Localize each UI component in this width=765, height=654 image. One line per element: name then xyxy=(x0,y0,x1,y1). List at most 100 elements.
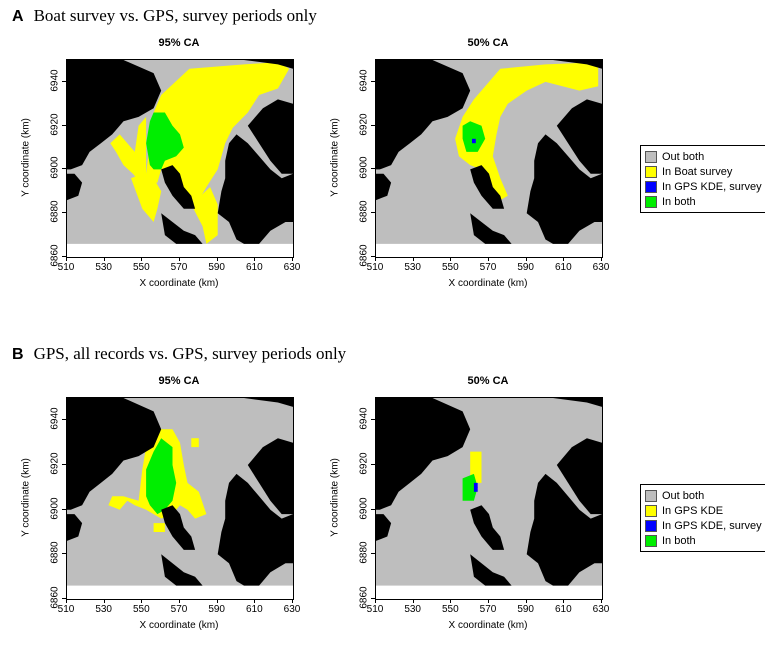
y-tick-label: 6900 xyxy=(49,497,61,520)
y-tick-label: 6920 xyxy=(49,113,61,136)
y-tick-label: 6860 xyxy=(49,586,61,609)
map-title: 50% CA xyxy=(467,375,509,387)
x-tick-label: 570 xyxy=(170,262,188,273)
x-tick-label: 630 xyxy=(283,604,301,615)
legend-label: In GPS KDE, survey xyxy=(662,180,762,193)
y-axis-label: Y coordinate (km) xyxy=(20,457,32,537)
map-title: 95% CA xyxy=(158,37,200,49)
x-tick-label: 530 xyxy=(95,262,112,273)
x-tick-mark xyxy=(103,599,105,603)
legend-swatch xyxy=(645,195,657,208)
land-shape xyxy=(247,438,293,515)
region-in-gps-kde xyxy=(153,523,165,532)
land-shape xyxy=(470,554,512,586)
region-in-both xyxy=(146,112,184,170)
x-tick-mark xyxy=(563,599,565,603)
land-shape xyxy=(217,134,293,244)
legend-item: In GPS KDE xyxy=(645,503,762,518)
legend-swatch xyxy=(645,534,657,547)
land-shape xyxy=(470,165,505,209)
x-tick-mark xyxy=(488,257,489,261)
region-in-gps-kde-survey xyxy=(472,138,476,144)
y-tick-mark xyxy=(371,168,375,170)
land-shape xyxy=(161,505,196,550)
x-tick-mark xyxy=(103,257,105,261)
land-shape xyxy=(376,173,392,201)
y-tick-mark xyxy=(371,464,375,465)
y-tick-mark xyxy=(371,598,375,599)
land-shape xyxy=(553,398,602,407)
y-tick-mark xyxy=(62,168,66,170)
land-shape xyxy=(217,473,293,586)
y-tick-mark xyxy=(62,508,66,510)
y-tick-label: 6880 xyxy=(358,200,370,223)
region-in-boat-survey xyxy=(191,187,218,244)
land-shape xyxy=(526,473,602,586)
map-title: 95% CA xyxy=(158,375,200,387)
x-tick-label: 550 xyxy=(441,604,459,615)
x-tick-label: 630 xyxy=(283,262,301,273)
x-tick-mark xyxy=(450,599,452,603)
legend-item: In Boat survey xyxy=(645,164,762,179)
x-tick-label: 550 xyxy=(441,262,459,273)
x-tick-label: 610 xyxy=(554,262,572,273)
y-tick-label: 6880 xyxy=(358,541,370,564)
y-tick-mark xyxy=(62,464,66,465)
map-svg xyxy=(67,60,293,244)
y-tick-mark xyxy=(62,212,66,214)
x-tick-label: 630 xyxy=(592,604,610,615)
map-plot-area xyxy=(66,397,294,600)
panel-a-letter: A xyxy=(12,8,24,25)
y-tick-mark xyxy=(62,598,66,599)
x-tick-mark xyxy=(375,599,376,603)
legend-swatch xyxy=(645,150,657,163)
x-tick-mark xyxy=(601,257,602,261)
y-tick-mark xyxy=(62,124,66,126)
land-shape xyxy=(376,514,392,541)
legend-label: In GPS KDE xyxy=(662,504,724,517)
region-in-both xyxy=(146,438,177,515)
x-tick-mark xyxy=(375,257,376,261)
y-axis-label: Y coordinate (km) xyxy=(329,457,341,537)
legend-item: In GPS KDE, survey xyxy=(645,518,762,533)
x-tick-label: 590 xyxy=(208,604,225,615)
y-tick-mark xyxy=(371,80,375,82)
x-tick-label: 530 xyxy=(404,262,421,273)
panel-a-heading: A Boat survey vs. GPS, survey periods onl… xyxy=(12,6,317,26)
legend-label: In both xyxy=(662,534,696,547)
x-tick-label: 570 xyxy=(170,604,188,615)
x-tick-mark xyxy=(601,599,602,603)
y-tick-label: 6860 xyxy=(358,244,370,267)
x-tick-label: 610 xyxy=(245,604,263,615)
x-tick-label: 530 xyxy=(404,604,421,615)
x-tick-mark xyxy=(179,257,180,261)
map-plot-area xyxy=(375,397,603,600)
x-tick-label: 510 xyxy=(57,262,75,273)
y-tick-label: 6900 xyxy=(358,156,370,180)
land-shape xyxy=(67,173,83,201)
y-tick-mark xyxy=(62,256,66,257)
x-tick-mark xyxy=(66,599,67,603)
land-shape xyxy=(376,398,471,510)
y-tick-label: 6940 xyxy=(49,407,61,430)
map-plot-area xyxy=(375,59,603,258)
x-tick-mark xyxy=(525,599,527,603)
legend-item: In both xyxy=(645,533,762,548)
region-in-gps-kde-survey xyxy=(473,482,478,492)
legend-item: In GPS KDE, survey xyxy=(645,179,762,194)
y-tick-mark xyxy=(62,553,66,555)
x-tick-mark xyxy=(216,599,218,603)
x-tick-label: 570 xyxy=(479,604,497,615)
x-tick-mark xyxy=(254,599,256,603)
y-tick-label: 6940 xyxy=(358,69,370,92)
y-tick-label: 6860 xyxy=(358,586,370,609)
y-tick-label: 6920 xyxy=(49,452,61,475)
legend-swatch xyxy=(645,519,657,532)
legend-label: In Boat survey xyxy=(662,165,733,178)
y-tick-mark xyxy=(371,508,375,510)
x-tick-mark xyxy=(141,257,143,261)
land-shape xyxy=(161,165,196,209)
x-tick-mark xyxy=(66,257,67,261)
land-shape xyxy=(161,213,203,244)
panel-b-letter: B xyxy=(12,346,24,363)
